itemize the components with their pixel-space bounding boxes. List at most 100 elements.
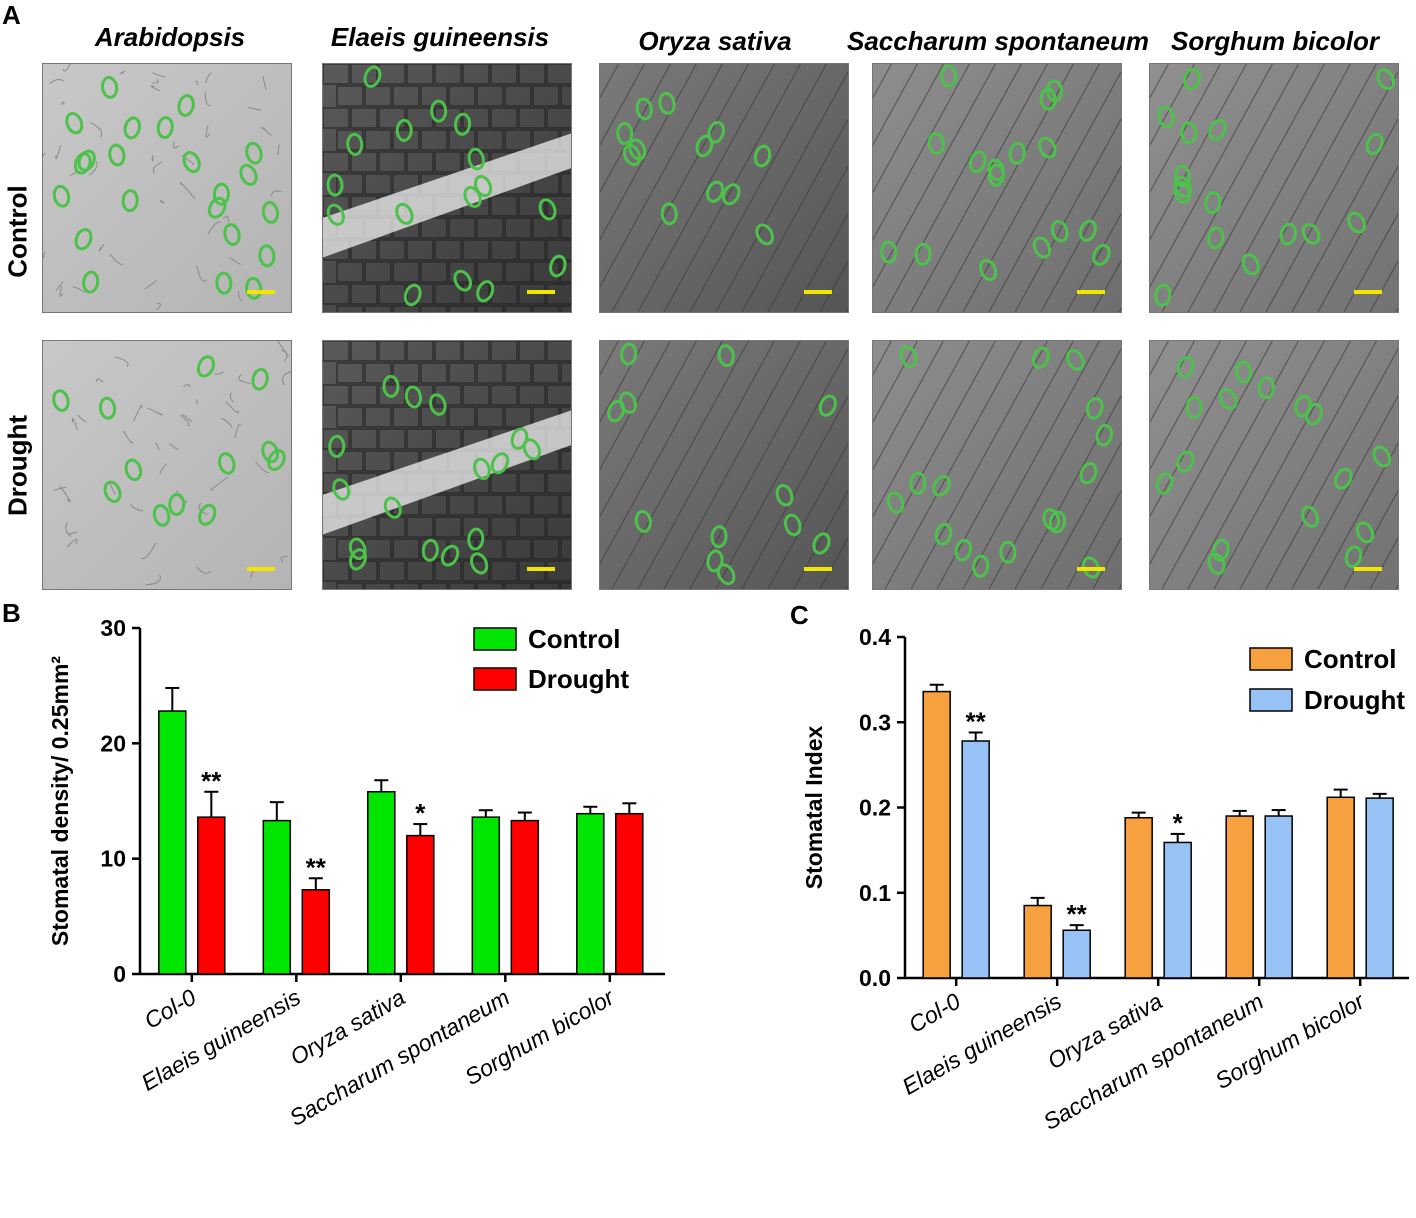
cell-wall xyxy=(147,407,163,416)
cell-row-line xyxy=(819,536,848,589)
cell-wall xyxy=(220,417,233,429)
stoma xyxy=(1334,467,1353,490)
cell-wall xyxy=(462,384,490,406)
cell-wall xyxy=(378,239,406,261)
stoma xyxy=(1048,510,1067,534)
cell-wall xyxy=(336,173,364,195)
cell-row-line xyxy=(715,70,848,312)
cell-wall xyxy=(518,64,546,85)
stoma xyxy=(258,244,276,268)
cell-row-line xyxy=(600,64,645,146)
cell-wall xyxy=(323,283,350,305)
stoma xyxy=(979,258,998,281)
cell-wall xyxy=(546,384,571,406)
cell-wall xyxy=(145,574,161,586)
cell-wall xyxy=(225,401,239,414)
cell-wall xyxy=(237,290,243,302)
stoma xyxy=(710,525,728,549)
cell-wall xyxy=(205,72,212,84)
cell-wall xyxy=(229,392,234,403)
stoma xyxy=(245,141,263,165)
stoma xyxy=(899,345,918,368)
cell-wall xyxy=(518,107,546,129)
stoma xyxy=(98,396,117,420)
cell-wall xyxy=(532,538,560,560)
cell-wall xyxy=(238,373,251,384)
cell-row-line xyxy=(600,341,671,471)
stoma xyxy=(101,75,119,99)
stoma xyxy=(775,484,794,507)
cell-wall xyxy=(364,450,392,472)
cell-wall xyxy=(67,531,78,535)
stoma xyxy=(620,342,638,366)
stoma xyxy=(1173,175,1193,198)
stoma xyxy=(267,449,286,471)
stoma xyxy=(251,367,269,391)
cell-wall xyxy=(518,239,546,261)
cell-wall xyxy=(546,195,571,217)
cell-row-line xyxy=(884,64,1022,312)
cell-wall xyxy=(448,85,476,107)
stoma xyxy=(1095,423,1113,447)
cell-wall xyxy=(490,516,518,538)
cell-wall xyxy=(420,261,448,283)
cell-wall xyxy=(43,152,46,157)
stoma xyxy=(549,254,567,278)
cell-wall xyxy=(434,341,462,362)
stoma xyxy=(706,180,725,203)
cell-wall xyxy=(196,566,212,574)
cell-wall xyxy=(336,261,364,283)
significance-label: ** xyxy=(1067,899,1088,929)
cell-wall xyxy=(59,285,64,297)
stoma xyxy=(1086,396,1104,420)
cell-wall xyxy=(152,161,163,174)
stoma xyxy=(421,538,439,562)
cell-wall xyxy=(207,221,222,235)
cell-row-line xyxy=(1291,395,1398,589)
stoma xyxy=(123,116,141,140)
stoma xyxy=(812,532,831,555)
cell-wall xyxy=(448,494,476,516)
cell-wall xyxy=(392,261,420,283)
cell-wall xyxy=(504,261,532,283)
stoma xyxy=(473,175,493,198)
cell-wall xyxy=(323,341,350,362)
cell-wall xyxy=(114,356,129,368)
stoma xyxy=(1173,164,1192,188)
cell-wall xyxy=(350,384,378,406)
stoma xyxy=(1155,472,1174,495)
bar-control xyxy=(471,816,501,975)
cell-wall xyxy=(490,472,518,494)
cell-wall xyxy=(518,384,546,406)
cell-wall xyxy=(323,384,350,406)
cell-wall xyxy=(560,173,571,195)
cell-wall xyxy=(364,582,392,589)
cell-wall xyxy=(420,305,448,312)
cell-row-line xyxy=(793,212,848,312)
stoma xyxy=(927,132,945,155)
y-tick-label: 0.0 xyxy=(859,965,891,991)
cell-wall xyxy=(336,305,364,312)
micrograph-elaeis-guineensis-drought xyxy=(322,340,572,590)
cell-wall xyxy=(62,64,72,72)
cell-row-line xyxy=(1150,64,1195,146)
column-label-saccharum: Saccharum spontaneum xyxy=(847,26,1149,56)
stoma xyxy=(707,121,725,144)
stoma xyxy=(467,147,485,171)
cell-wall xyxy=(277,144,281,155)
row-label-drought: Drought xyxy=(2,414,33,517)
cell-row-line xyxy=(600,341,697,518)
cell-wall xyxy=(532,582,560,589)
cell-wall xyxy=(490,341,518,362)
panel-a-letter: A xyxy=(2,0,21,30)
cell-wall xyxy=(462,560,490,582)
cell-wall xyxy=(532,305,560,312)
stoma xyxy=(1185,395,1203,419)
cell-row-line xyxy=(663,64,801,312)
micrograph-sorghum-bicolor-drought xyxy=(1149,340,1399,590)
cell-wall xyxy=(504,129,532,151)
cell-row-line xyxy=(1291,118,1398,312)
cell-wall xyxy=(392,538,420,560)
stoma xyxy=(660,202,678,226)
cell-row-line xyxy=(873,341,996,565)
